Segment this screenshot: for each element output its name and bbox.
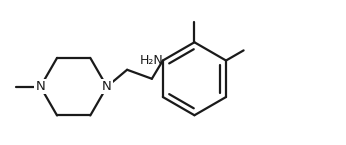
Text: H₂N: H₂N — [140, 54, 164, 67]
Text: N: N — [102, 80, 112, 93]
Text: N: N — [36, 80, 45, 93]
